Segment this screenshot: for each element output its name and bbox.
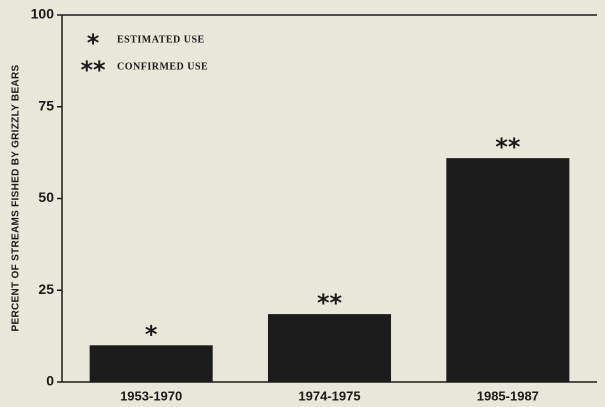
y-tick-label: 25 [38, 281, 54, 297]
x-tick-label: 1985-1987 [477, 388, 539, 403]
y-tick-label: 50 [38, 189, 54, 205]
y-axis-label: PERCENT OF STREAMS FISHED BY GRIZZLY BEA… [11, 65, 22, 332]
x-tick-label: 1974-1975 [298, 388, 360, 403]
legend-label: ESTIMATED USE [117, 34, 205, 45]
bar-annotation: ** [495, 133, 521, 161]
x-tick-label: 1953-1970 [120, 388, 182, 403]
bar [89, 345, 213, 382]
bar-annotation: ** [317, 289, 343, 317]
legend-label: CONFIRMED USE [117, 61, 208, 72]
bar-annotation: * [145, 320, 158, 348]
y-tick-label: 100 [31, 6, 55, 22]
legend-symbol: ** [80, 56, 106, 84]
bar [446, 158, 570, 382]
y-tick-label: 0 [46, 373, 54, 389]
y-tick-label: 75 [38, 97, 54, 113]
legend-symbol: * [87, 29, 100, 57]
bar [267, 314, 392, 382]
